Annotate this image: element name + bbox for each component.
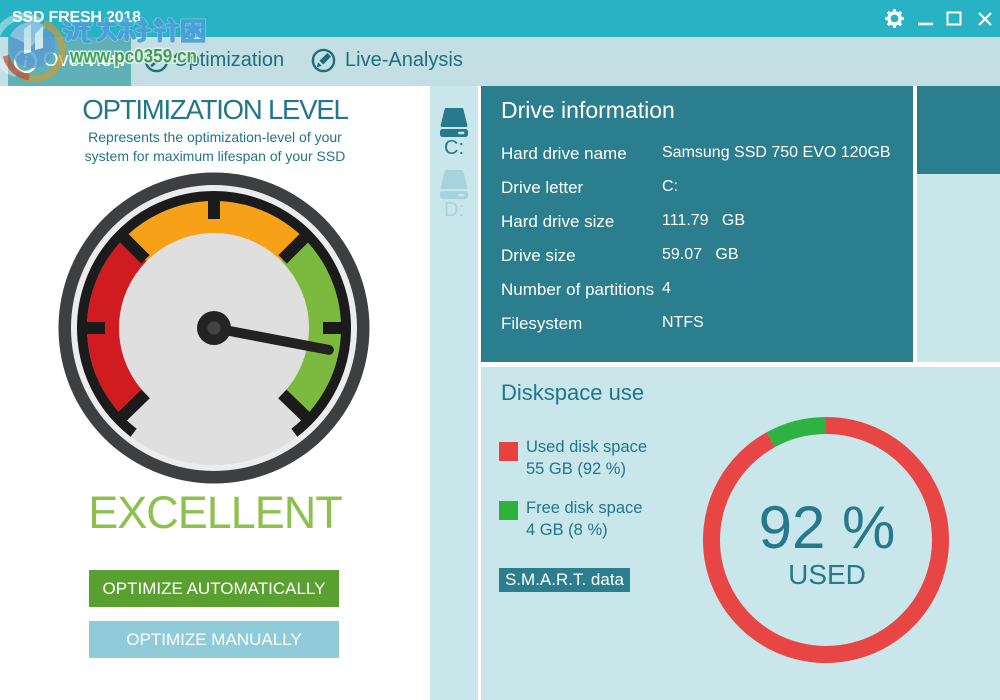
svg-text:www.pc0359.cn: www.pc0359.cn [69,46,197,68]
